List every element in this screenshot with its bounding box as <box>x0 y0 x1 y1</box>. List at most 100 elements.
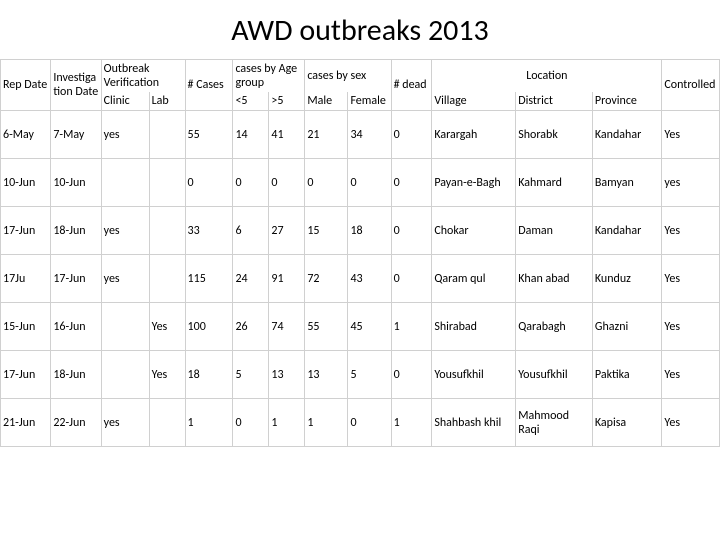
cell-lt5: 26 <box>233 303 269 351</box>
cell-gt5: 1 <box>269 399 305 447</box>
cell-female: 0 <box>348 399 391 447</box>
cell-district: Mahmood Raqi <box>516 399 593 447</box>
hdr-age-group: cases by Age group <box>233 60 305 93</box>
cell-lt5: 6 <box>233 207 269 255</box>
cell-clinic <box>101 351 149 399</box>
cell-female: 0 <box>348 159 391 207</box>
cell-male: 72 <box>305 255 348 303</box>
table-row: 15-Jun16-JunYes100267455451ShirabadQarab… <box>1 303 720 351</box>
cell-inv: 7-May <box>51 111 101 159</box>
cell-ctrl: Yes <box>662 207 720 255</box>
cell-gt5: 41 <box>269 111 305 159</box>
cell-inv: 18-Jun <box>51 351 101 399</box>
hdr-clinic: Clinic <box>101 92 149 111</box>
cell-province: Kandahar <box>592 207 662 255</box>
cell-ctrl: Yes <box>662 399 720 447</box>
cell-gt5: 74 <box>269 303 305 351</box>
cell-clinic: yes <box>101 399 149 447</box>
cell-male: 55 <box>305 303 348 351</box>
hdr-inv-date: Investigation Date <box>51 60 101 111</box>
cell-inv: 17-Jun <box>51 255 101 303</box>
cell-rep: 17Ju <box>1 255 51 303</box>
cell-rep: 15-Jun <box>1 303 51 351</box>
table-row: 17-Jun18-Junyes3362715180ChokarDamanKand… <box>1 207 720 255</box>
cell-rep: 21-Jun <box>1 399 51 447</box>
cell-male: 1 <box>305 399 348 447</box>
cell-province: Kandahar <box>592 111 662 159</box>
cell-ctrl: Yes <box>662 303 720 351</box>
cell-clinic: yes <box>101 207 149 255</box>
cell-cases: 18 <box>185 351 233 399</box>
hdr-rep-date: Rep Date <box>1 60 51 111</box>
cell-district: Daman <box>516 207 593 255</box>
hdr-location: Location <box>432 60 662 93</box>
cell-lt5: 0 <box>233 399 269 447</box>
table-header: Rep Date Investigation Date Outbreak Ver… <box>1 60 720 111</box>
cell-dead: 0 <box>391 351 432 399</box>
cell-dead: 1 <box>391 303 432 351</box>
hdr-female: Female <box>348 92 391 111</box>
cell-province: Ghazni <box>592 303 662 351</box>
table-row: 17-Jun18-JunYes185131350YousufkhilYousuf… <box>1 351 720 399</box>
cell-dead: 1 <box>391 399 432 447</box>
cell-lab: Yes <box>149 351 185 399</box>
cell-lab <box>149 399 185 447</box>
cell-district: Qarabagh <box>516 303 593 351</box>
cell-rep: 17-Jun <box>1 207 51 255</box>
cell-lab <box>149 255 185 303</box>
cell-female: 34 <box>348 111 391 159</box>
cell-province: Kapisa <box>592 399 662 447</box>
hdr-sex: cases by sex <box>305 60 391 93</box>
cell-village: Shirabad <box>432 303 516 351</box>
cell-gt5: 27 <box>269 207 305 255</box>
cell-dead: 0 <box>391 207 432 255</box>
cell-gt5: 13 <box>269 351 305 399</box>
cell-village: Payan-e-Bagh <box>432 159 516 207</box>
cell-male: 15 <box>305 207 348 255</box>
cell-cases: 0 <box>185 159 233 207</box>
cell-lab <box>149 159 185 207</box>
table-row: 10-Jun10-Jun000000Payan-e-BaghKahmardBam… <box>1 159 720 207</box>
cell-lt5: 14 <box>233 111 269 159</box>
cell-province: Bamyan <box>592 159 662 207</box>
cell-inv: 10-Jun <box>51 159 101 207</box>
cell-rep: 6-May <box>1 111 51 159</box>
cell-rep: 10-Jun <box>1 159 51 207</box>
cell-cases: 115 <box>185 255 233 303</box>
cell-clinic: yes <box>101 255 149 303</box>
cell-lab <box>149 207 185 255</box>
hdr-verification: Outbreak Verification <box>101 60 185 93</box>
hdr-num-dead: # dead <box>391 60 432 111</box>
cell-dead: 0 <box>391 111 432 159</box>
hdr-lt5: <5 <box>233 92 269 111</box>
cell-gt5: 91 <box>269 255 305 303</box>
cell-clinic <box>101 159 149 207</box>
cell-rep: 17-Jun <box>1 351 51 399</box>
cell-ctrl: Yes <box>662 255 720 303</box>
cell-province: Paktika <box>592 351 662 399</box>
cell-male: 21 <box>305 111 348 159</box>
cell-male: 13 <box>305 351 348 399</box>
cell-district: Kahmard <box>516 159 593 207</box>
cell-female: 43 <box>348 255 391 303</box>
cell-village: Chokar <box>432 207 516 255</box>
cell-ctrl: yes <box>662 159 720 207</box>
outbreak-table: Rep Date Investigation Date Outbreak Ver… <box>0 59 720 447</box>
cell-female: 5 <box>348 351 391 399</box>
cell-female: 45 <box>348 303 391 351</box>
table-row: 6-May7-Mayyes55144121340KarargahShorabkK… <box>1 111 720 159</box>
cell-ctrl: Yes <box>662 111 720 159</box>
cell-lt5: 0 <box>233 159 269 207</box>
hdr-gt5: >5 <box>269 92 305 111</box>
cell-village: Qaram qul <box>432 255 516 303</box>
cell-district: Shorabk <box>516 111 593 159</box>
hdr-village: Village <box>432 92 516 111</box>
cell-ctrl: Yes <box>662 351 720 399</box>
hdr-male: Male <box>305 92 348 111</box>
cell-lt5: 5 <box>233 351 269 399</box>
cell-gt5: 0 <box>269 159 305 207</box>
cell-village: Shahbash khil <box>432 399 516 447</box>
cell-lab: Yes <box>149 303 185 351</box>
hdr-province: Province <box>592 92 662 111</box>
cell-cases: 33 <box>185 207 233 255</box>
